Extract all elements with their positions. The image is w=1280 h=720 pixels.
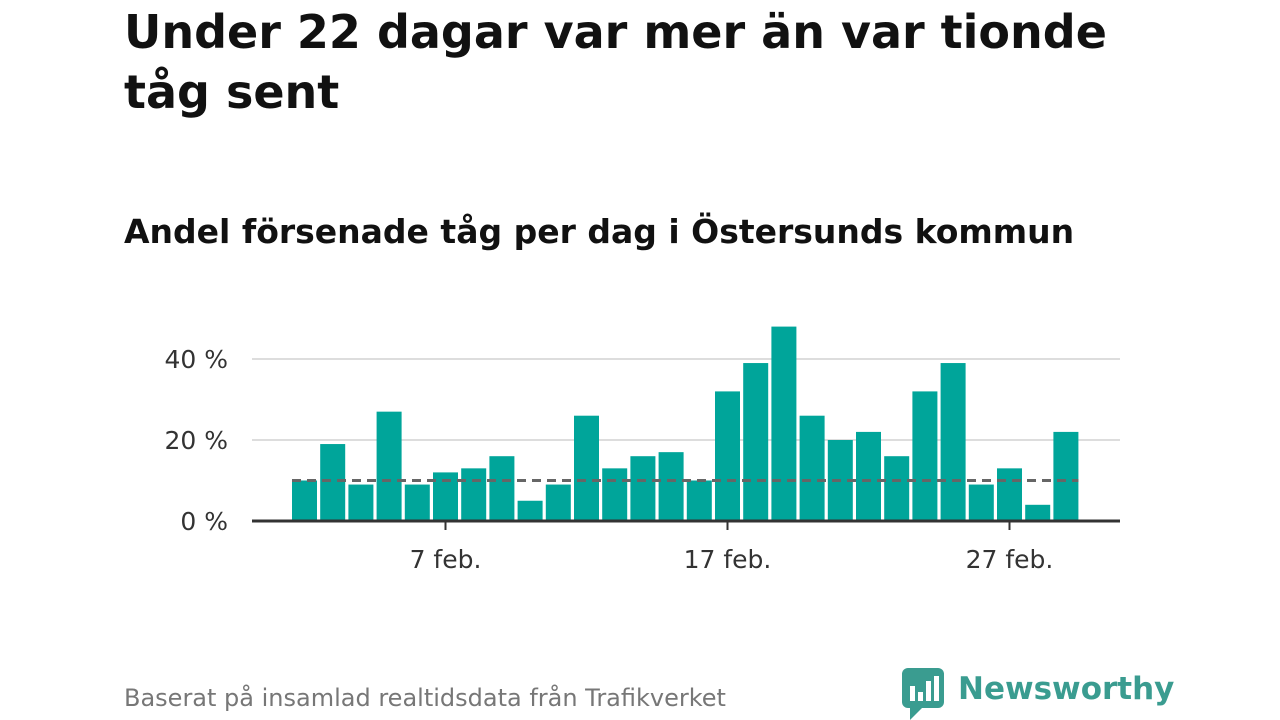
x-tick-label: 17 feb. — [684, 545, 772, 574]
brand-name: Newsworthy — [958, 671, 1175, 707]
bar — [292, 480, 317, 521]
bar — [320, 444, 346, 521]
y-tick-label: 0 % — [180, 507, 228, 536]
source-note: Baserat på insamlad realtidsdata från Tr… — [124, 684, 726, 712]
chart-subtitle: Andel försenade tåg per dag i Östersunds… — [124, 212, 1075, 251]
axes: 0 % 20 % 40 % 7 feb. 17 feb. 27 feb. — [164, 345, 1120, 574]
bar — [404, 484, 430, 521]
bar — [658, 452, 684, 521]
bar — [489, 456, 515, 521]
bar — [715, 391, 740, 521]
bar — [912, 391, 938, 521]
bars — [292, 326, 1079, 521]
bar — [856, 431, 881, 521]
y-tick-label: 40 % — [164, 345, 228, 374]
bar — [884, 456, 910, 521]
chart-title: Under 22 dagar var mer än var tionde tåg… — [124, 5, 1107, 119]
bar — [602, 468, 628, 521]
bar — [1053, 431, 1079, 521]
newsworthy-logo: Newsworthy — [902, 668, 1174, 720]
bar — [517, 500, 543, 521]
bar — [771, 326, 797, 521]
bar — [997, 468, 1022, 521]
bar — [376, 411, 402, 521]
bar — [940, 363, 966, 521]
y-tick-label: 20 % — [164, 426, 228, 455]
bar — [743, 363, 769, 521]
bar — [545, 484, 571, 521]
bar-chart: 0 % 20 % 40 % 7 feb. 17 feb. 27 feb. — [164, 326, 1120, 574]
bar — [799, 415, 825, 521]
newsworthy-logo-icon — [902, 668, 944, 720]
bar — [630, 456, 656, 521]
bar — [968, 484, 994, 521]
bar — [1025, 504, 1051, 521]
bar — [574, 415, 599, 521]
bar — [348, 484, 374, 521]
bar — [686, 480, 712, 521]
x-tick-label: 27 feb. — [966, 545, 1054, 574]
x-tick-label: 7 feb. — [410, 545, 482, 574]
bar — [461, 468, 487, 521]
